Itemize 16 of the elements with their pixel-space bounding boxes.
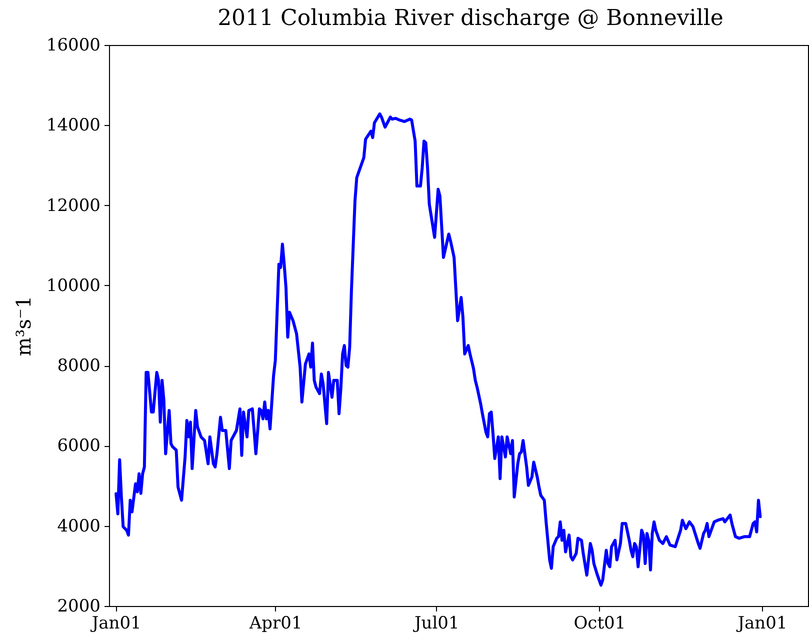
x-tick-label: Oct01	[574, 614, 626, 634]
x-tick-label: Jan01	[736, 614, 788, 634]
y-tick-label: 10000	[46, 276, 100, 296]
y-axis-title: m³s⁻1	[11, 296, 36, 356]
x-tick-label: Apr01	[248, 614, 302, 634]
y-tick-label: 14000	[46, 116, 100, 136]
line-series	[114, 112, 762, 587]
y-tick-label: 16000	[46, 36, 100, 56]
y-tick-label: 8000	[57, 356, 100, 376]
chart-title: 2011 Columbia River discharge @ Bonneville	[218, 6, 724, 31]
y-tick-label: 6000	[57, 436, 100, 456]
x-tick-label: Jan01	[90, 614, 142, 634]
y-tick-label: 12000	[46, 196, 100, 216]
x-tick-label: Jul01	[412, 614, 460, 634]
y-tick-label: 2000	[57, 596, 100, 616]
y-tick-label: 4000	[57, 516, 100, 536]
